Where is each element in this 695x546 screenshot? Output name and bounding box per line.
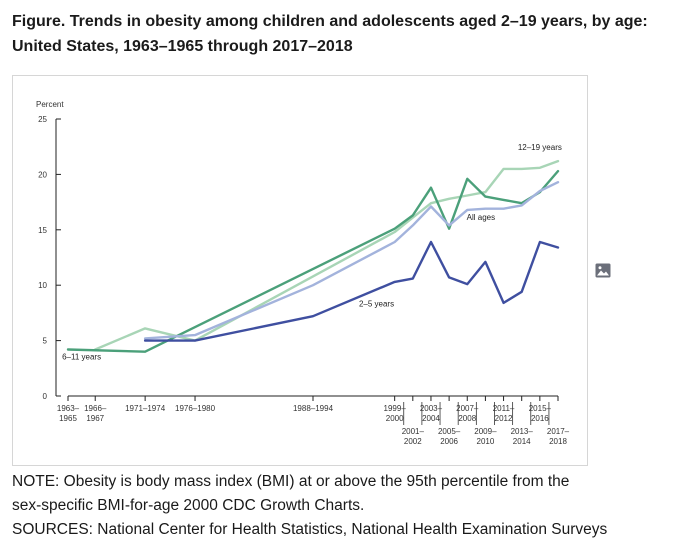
x-tick-label: 1988–1994 (293, 404, 334, 413)
series-label: 2–5 years (359, 299, 394, 308)
series-line-2-5-years (143, 240, 560, 342)
obesity-trend-chart: Percent 0 5 10 15 20 25 1963–1965 1966–1967 1971… (36, 100, 570, 446)
note-line-1: NOTE: Obesity is body mass index (BMI) a… (12, 473, 570, 490)
series-line-12-19-years (93, 159, 560, 351)
x-tick-label: 2005– (438, 427, 461, 436)
series-label: All ages (467, 213, 495, 222)
x-tick-label: 2017– (547, 427, 570, 436)
x-tick-label: 1976–1980 (175, 404, 216, 413)
series-label: 12–19 years (518, 143, 562, 152)
x-tick-label: 2000 (386, 414, 404, 423)
x-tick-label: 2001– (402, 427, 425, 436)
x-tick-label: 1971–1974 (125, 404, 166, 413)
x-tick-label: 1966– (84, 404, 107, 413)
x-tick-label: 2009– (474, 427, 497, 436)
note-line-2: sex-specific BMI-for-age 2000 CDC Growth… (12, 497, 365, 514)
y-tick-label: 25 (38, 115, 47, 124)
x-tick-label: 1963– (57, 404, 80, 413)
x-tick-label: 2013– (511, 427, 534, 436)
y-tick-label: 5 (43, 337, 48, 346)
series-label: 6–11 years (62, 352, 101, 361)
x-tick-label: 2015– (529, 404, 552, 413)
sources-line: SOURCES: National Center for Health Stat… (12, 521, 608, 538)
x-tick-label: 1999– (384, 404, 407, 413)
chart-frame: Percent 0 5 10 15 20 25 1963– 1965 1966– 1967 1971… (12, 75, 588, 466)
figure-title: Figure. Trends in obesity among children… (12, 9, 687, 59)
x-tick-label: 2014 (513, 437, 531, 446)
y-axis-label: Percent (36, 100, 64, 109)
x-tick-label: 2011– (493, 404, 515, 413)
note-block: NOTE: Obesity is body mass index (BMI) a… (12, 470, 692, 542)
figure-title-line-2: United States, 1963–1965 through 2017–20… (12, 38, 353, 55)
y-tick-label: 20 (38, 170, 47, 179)
series-line-6-11-years (66, 169, 560, 353)
x-tick-label: 2016 (531, 414, 549, 423)
x-tick-label: 2004 (422, 414, 440, 423)
y-tick-label: 10 (38, 281, 47, 290)
axes: 0 5 10 15 20 25 1963–1965 1966–1967 1971–1974 197… (38, 115, 570, 446)
x-tick-label: 2008 (458, 414, 476, 423)
image-icon[interactable] (595, 263, 611, 278)
series-line-all-ages (143, 180, 560, 340)
x-tick-label: 1965 (59, 414, 77, 423)
series-lines (66, 159, 560, 353)
series-labels: 12–19 years All ages 2–5 years 6–11 years (62, 143, 562, 361)
x-tick-label: 1967 (86, 414, 104, 423)
x-tick-label: 2012 (495, 414, 513, 423)
figure-title-line-1: Figure. Trends in obesity among children… (12, 13, 648, 30)
x-tick-label: 2010 (477, 437, 495, 446)
x-tick-label: 2002 (404, 437, 422, 446)
y-tick-label: 15 (38, 226, 47, 235)
x-tick-label: 2018 (549, 437, 567, 446)
x-tick-label: 2007– (456, 404, 479, 413)
y-tick-label: 0 (43, 392, 48, 401)
x-tick-label: 2003– (420, 404, 443, 413)
x-tick-label: 2006 (440, 437, 458, 446)
